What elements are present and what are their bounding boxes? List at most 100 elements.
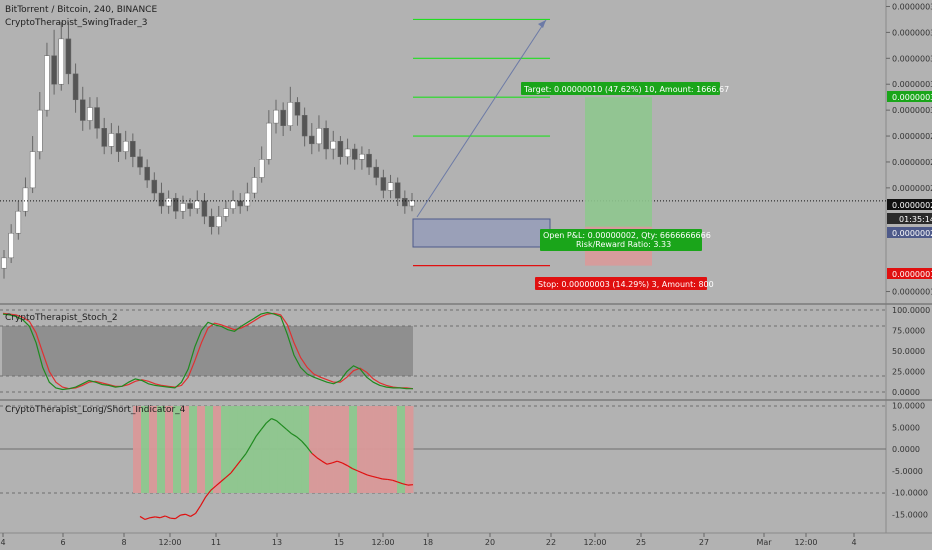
ls-line-segment — [397, 481, 404, 485]
stoch-k-line — [2, 311, 413, 391]
time-tick-label: 15 — [334, 538, 344, 547]
target-label: Target: 0.00000010 (47.62%) 10, Amount: … — [523, 85, 729, 94]
ls-line-segment — [165, 515, 171, 519]
ls-zone-red — [165, 406, 174, 493]
open-pl-label: Open P&L: 0.00000002, Qty: 6666666666 — [543, 231, 711, 240]
ls-line-segment — [190, 512, 196, 517]
ls-line-segment — [139, 515, 146, 520]
time-tick-label: 20 — [485, 538, 495, 547]
candle — [244, 192, 251, 207]
ls-line-segment — [255, 429, 262, 437]
ls-zone-green — [277, 406, 286, 493]
ls-zone-red — [365, 406, 374, 493]
symbol-title[interactable]: BitTorrent / Bitcoin, 240, BINANCE — [5, 5, 157, 15]
candle — [337, 140, 344, 158]
ls-tick-label: 5.0000 — [892, 423, 920, 432]
ls-tick-label: 10.0000 — [892, 402, 925, 411]
countdown-tag-box — [887, 213, 932, 224]
ls-zone-red — [309, 406, 318, 493]
current-price-tag: 0.00000023 — [892, 201, 932, 210]
time-tick-label: 11 — [211, 538, 221, 547]
time-tick-label: 6 — [60, 538, 65, 547]
candle — [151, 179, 158, 194]
ls-line-segment — [210, 485, 217, 491]
ls-line-segment — [205, 489, 212, 498]
price-tick-label: 0.00000030 — [892, 106, 932, 115]
stoch-tick-label: 50.0000 — [892, 347, 925, 356]
ls-zone-red — [317, 406, 326, 493]
candle — [301, 115, 308, 137]
candle — [79, 99, 86, 121]
candle — [287, 102, 294, 126]
ls-line-segment — [260, 422, 267, 430]
candle — [51, 55, 57, 85]
stop-label: Stop: 0.00000003 (14.29%) 3, Amount: 800 — [538, 280, 714, 289]
candle — [58, 38, 65, 85]
ls-zone-green — [397, 406, 406, 493]
time-tick-label: 12:00 — [794, 538, 817, 547]
candle — [101, 128, 107, 147]
price-tick-label: 0.00000026 — [892, 158, 932, 167]
ls-line-segment — [180, 513, 186, 516]
stoch-axis-ticks: 100.0000 75.0000 50.0000 25.0000 0.0000 — [892, 306, 930, 397]
ls-zone-red — [341, 406, 350, 493]
ls-line-segment — [155, 516, 161, 519]
price-tick-label: 0.00000016 — [892, 288, 932, 297]
indicator-main-label[interactable]: CryptoTherapist_SwingTrader_3 — [5, 18, 148, 28]
candle — [15, 210, 22, 234]
ls-line-segment — [311, 452, 318, 459]
indicator-stoch-label[interactable]: CryptoTherapist_Stoch_2 — [5, 313, 118, 323]
ls-zone-red — [149, 406, 158, 493]
price-tick-label: 0.00000024 — [892, 184, 932, 193]
ls-axis-ticks: 10.0000 5.0000 0.0000 -5.0000 -10.0000 -15.00… — [892, 402, 928, 520]
indicator-ls-label[interactable]: CryptoTherapist_Long/Short_Indicator_4 — [5, 405, 186, 415]
candle — [8, 232, 14, 259]
time-tick-label: 25 — [636, 538, 646, 547]
candle — [165, 197, 172, 207]
ls-tick-label: -10.0000 — [892, 489, 928, 498]
ls-line-segment — [144, 517, 151, 521]
ls-line-segment — [230, 466, 237, 474]
candle — [402, 197, 408, 207]
candle — [94, 107, 100, 129]
time-tick-label: 22 — [546, 538, 556, 547]
price-tick-label: 0.00000034 — [892, 54, 932, 63]
ls-zone-red — [405, 406, 414, 493]
ls-zone-red — [357, 406, 366, 493]
ls-line-segment — [276, 420, 282, 426]
ls-zone-green — [253, 406, 262, 493]
entry-box[interactable] — [412, 218, 551, 248]
ls-zone-red — [381, 406, 390, 493]
entry-price-tag-box — [887, 227, 932, 238]
entry-price-tag: 0.00000021 — [892, 229, 932, 238]
ls-zone-green — [293, 406, 302, 493]
ls-line-layer — [139, 417, 414, 521]
candle — [215, 216, 222, 227]
time-tick-label: 18 — [423, 538, 433, 547]
candle — [108, 133, 115, 147]
profit-zone[interactable] — [585, 97, 652, 227]
candle — [223, 208, 229, 217]
price-axis-ticks: 0.00000038 0.00000036 0.00000034 0.00000032… — [886, 2, 932, 297]
rr-label: Risk/Reward Ratio: 3.33 — [576, 240, 671, 249]
countdown-tag: 01:35:14 — [899, 215, 932, 224]
time-axis-ticks[interactable]: 4 6 8 12:00 11 13 15 12:00 18 20 22 12:00 25 27 Mar 12:… — [0, 533, 857, 547]
projection-arrow[interactable] — [416, 19, 547, 218]
target-price-tag: 0.00000031 — [892, 93, 932, 102]
projection-lines[interactable] — [413, 18, 550, 137]
ls-line-segment — [402, 483, 409, 486]
current-price-tag-box — [887, 199, 932, 210]
candle — [173, 197, 179, 212]
ls-line-segment — [245, 444, 252, 454]
ls-zone-green — [269, 406, 278, 493]
candle — [144, 166, 150, 181]
ls-line-segment — [271, 417, 277, 422]
candle — [72, 73, 79, 101]
ls-zone-green — [349, 406, 358, 493]
time-tick-label: 4 — [0, 538, 5, 547]
time-tick-label: 12:00 — [583, 538, 606, 547]
candle — [330, 140, 337, 150]
candle — [273, 109, 279, 124]
ls-zone-green — [237, 406, 246, 493]
